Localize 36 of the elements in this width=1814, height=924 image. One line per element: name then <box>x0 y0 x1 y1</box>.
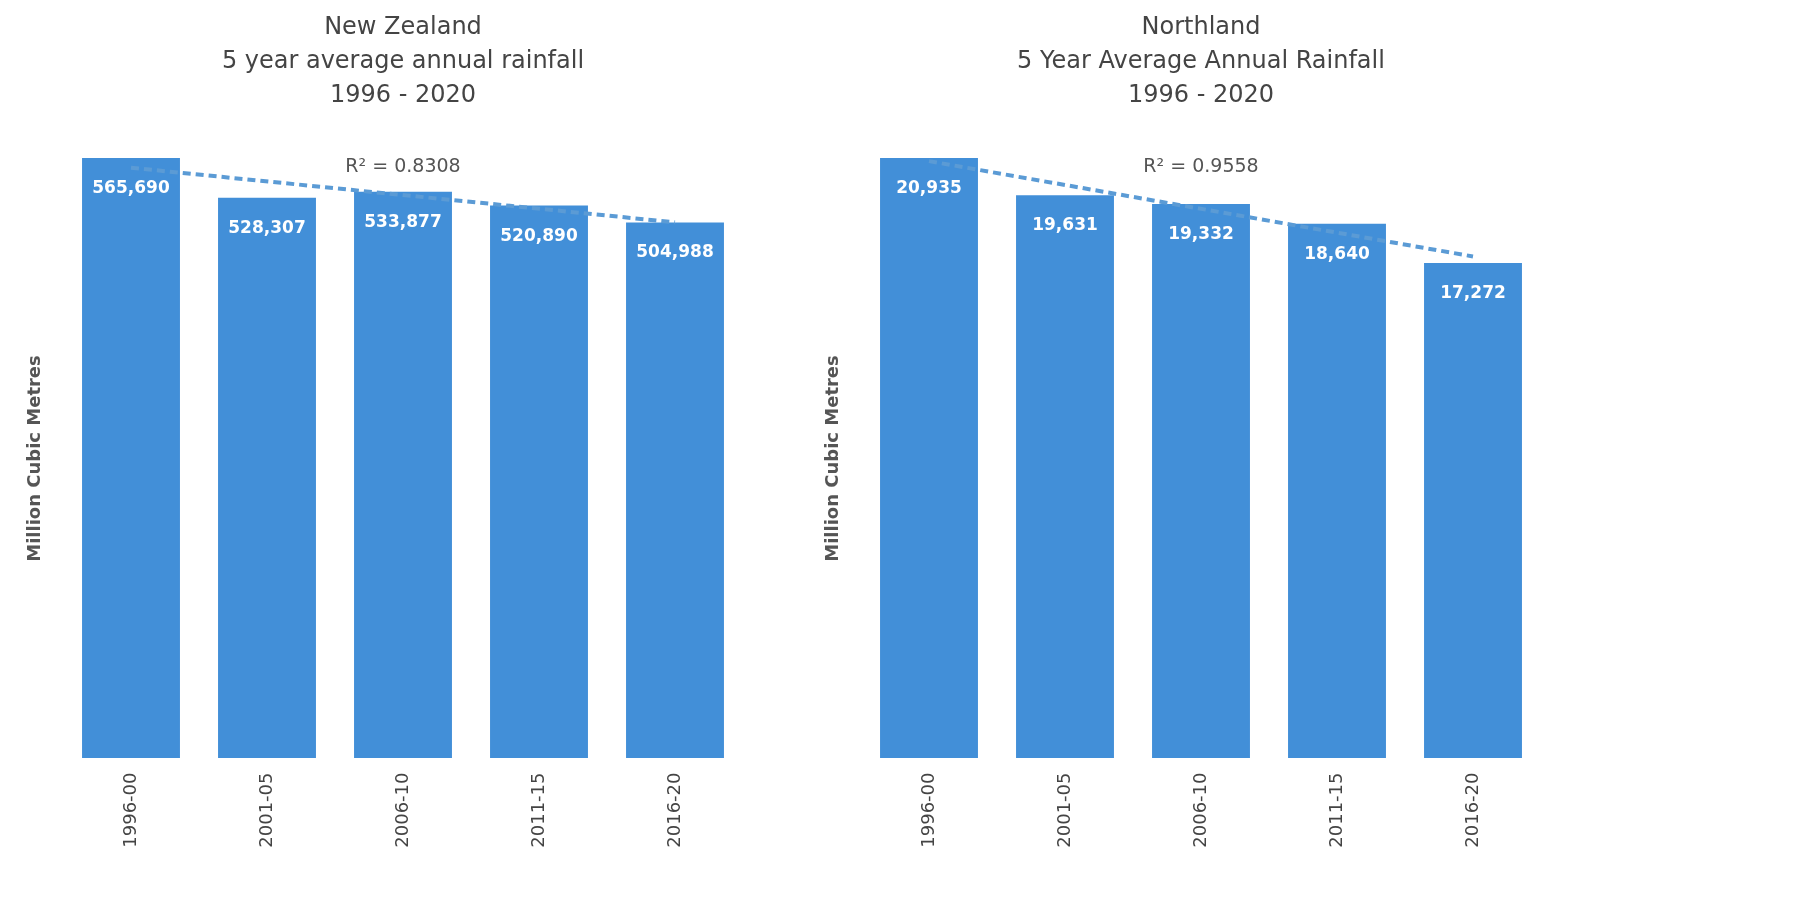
y-axis-title: Million Cubic Metres <box>22 355 44 562</box>
x-tick-label: 2001-05 <box>1053 772 1074 848</box>
bar <box>490 205 588 758</box>
bar <box>1016 195 1114 758</box>
bar <box>1288 223 1386 758</box>
data-label: 533,877 <box>364 210 442 231</box>
chart-title: Northland 5 Year Average Annual Rainfall 1996 - 2020 <box>1017 12 1385 108</box>
data-label: 528,307 <box>228 216 306 237</box>
data-label: 17,272 <box>1440 281 1506 302</box>
bar <box>218 197 316 758</box>
bar <box>354 191 452 758</box>
data-label: 565,690 <box>92 177 170 197</box>
x-tick-label: 2001-05 <box>255 772 276 848</box>
x-tick-label: 2011-15 <box>527 772 548 848</box>
data-label: 19,631 <box>1032 214 1098 235</box>
x-tick-label: 2011-15 <box>1325 772 1346 848</box>
x-tick-label: 2016-20 <box>1461 772 1482 848</box>
x-tick-label: 2006-10 <box>391 772 412 848</box>
x-tick-label: 1996-00 <box>917 772 938 848</box>
data-label: 19,332 <box>1168 222 1234 243</box>
data-label: 20,935 <box>896 177 962 197</box>
annotation: R² = 0.9558 <box>1143 154 1259 176</box>
bar <box>626 222 724 758</box>
x-tick-label: 2016-20 <box>663 772 684 848</box>
chart-title: New Zealand 5 year average annual rainfall 1996 - 2020 <box>221 12 585 108</box>
data-label: 504,988 <box>636 241 714 262</box>
bar <box>82 158 180 758</box>
data-label: 18,640 <box>1304 242 1370 263</box>
bar <box>1424 262 1522 758</box>
bar <box>880 158 978 758</box>
x-tick-label: 2006-10 <box>1189 772 1210 848</box>
y-axis-title: Million Cubic Metres <box>820 355 842 562</box>
bar <box>1152 203 1250 758</box>
annotation: R² = 0.8308 <box>345 154 461 176</box>
data-label: 520,890 <box>500 224 578 245</box>
x-tick-label: 1996-00 <box>119 772 140 848</box>
